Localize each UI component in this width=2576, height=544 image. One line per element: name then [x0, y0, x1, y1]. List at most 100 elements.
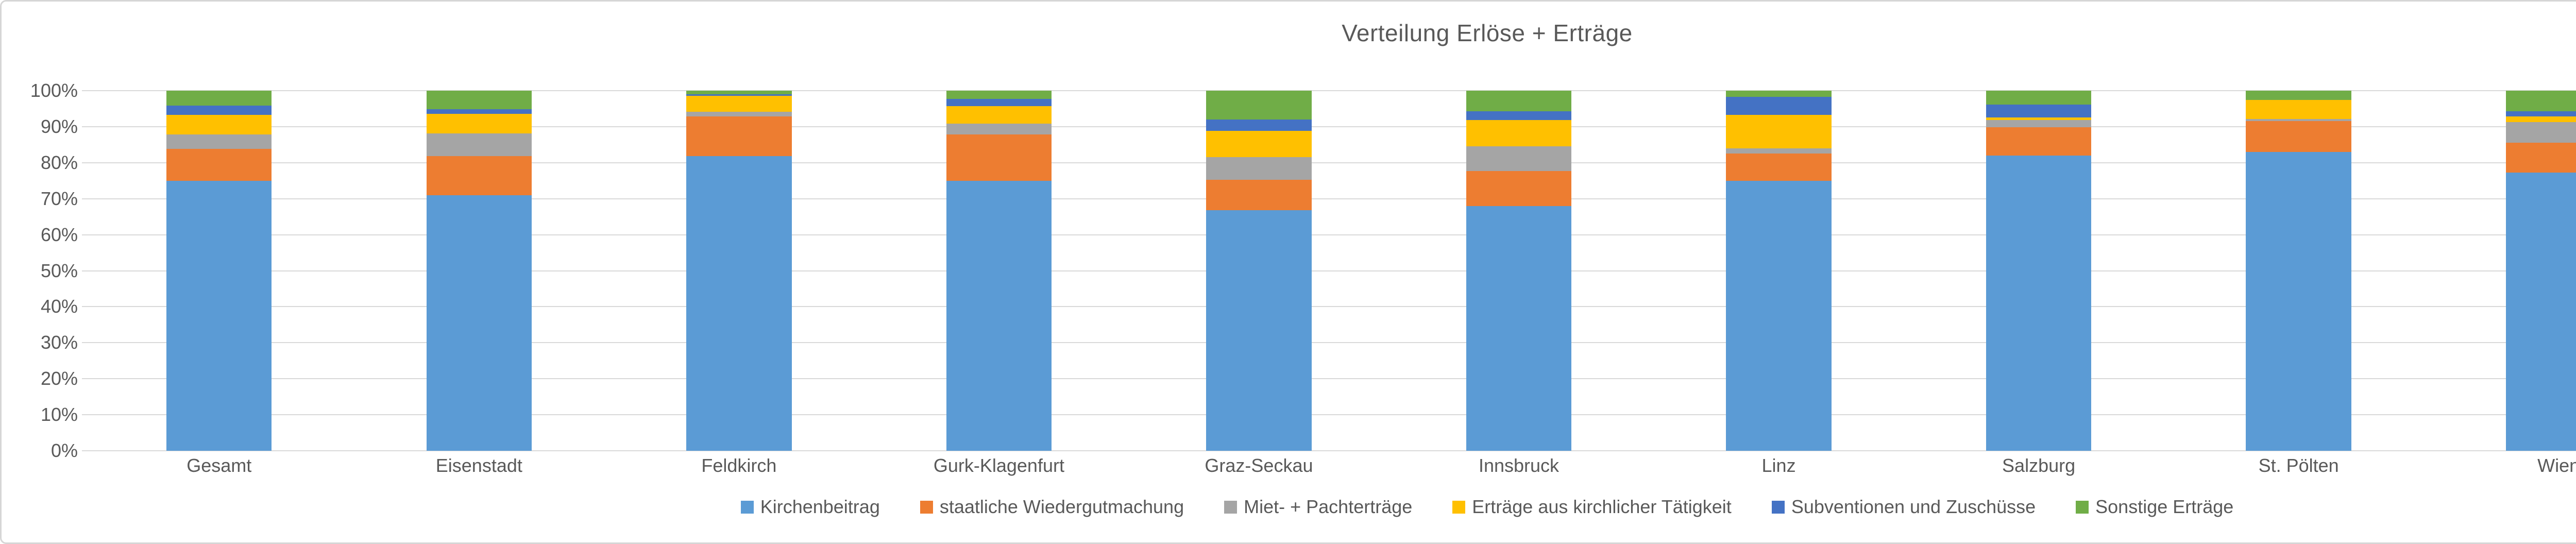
bar-segment[interactable] — [946, 106, 1052, 124]
bar-segment[interactable] — [946, 99, 1052, 107]
legend-label: staatliche Wiedergutmachung — [939, 496, 1184, 517]
bar-segment[interactable] — [166, 148, 272, 181]
bar-segment[interactable] — [1986, 117, 2092, 120]
bar-segment[interactable] — [1206, 130, 1312, 158]
bar-segment[interactable] — [2246, 91, 2351, 100]
bar-segment[interactable] — [686, 95, 792, 112]
bar-segment[interactable] — [686, 156, 792, 451]
stacked-bar[interactable] — [1726, 91, 1832, 451]
bar-segment[interactable] — [1986, 91, 2092, 105]
bar-segment[interactable] — [1206, 119, 1312, 131]
stacked-bar[interactable] — [1466, 91, 1572, 451]
bar-segment[interactable] — [1206, 210, 1312, 451]
stacked-bar[interactable] — [1206, 91, 1312, 451]
stacked-bar[interactable] — [946, 91, 1052, 451]
legend-item[interactable]: Miet- + Pachterträge — [1224, 496, 1412, 518]
bar-segment[interactable] — [1986, 104, 2092, 117]
stacked-bar[interactable] — [686, 91, 792, 451]
bar-segment[interactable] — [1726, 96, 1832, 115]
bar-segment[interactable] — [1466, 120, 1572, 147]
stacked-bar[interactable] — [2246, 91, 2351, 451]
bar-segment[interactable] — [686, 111, 792, 116]
bar-slot — [89, 91, 349, 451]
stacked-bar[interactable] — [426, 91, 532, 451]
bar-segment[interactable] — [166, 114, 272, 134]
bar-segment[interactable] — [946, 134, 1052, 181]
bar-segment[interactable] — [2506, 111, 2576, 117]
gridline — [89, 342, 2576, 344]
bar-segment[interactable] — [1986, 155, 2092, 451]
stacked-bar[interactable] — [1986, 91, 2092, 451]
stacked-bar[interactable] — [166, 91, 272, 451]
bar-segment[interactable] — [1986, 120, 2092, 128]
bar-segment[interactable] — [1726, 91, 1832, 97]
bar-segment[interactable] — [426, 114, 532, 134]
y-axis-tick — [82, 306, 89, 308]
gridline — [89, 450, 2576, 451]
bars — [89, 91, 2576, 451]
y-axis-tick — [82, 198, 89, 199]
y-axis-tick — [82, 342, 89, 344]
bar-segment[interactable] — [1206, 91, 1312, 120]
bar-segment[interactable] — [426, 195, 532, 451]
bar-segment[interactable] — [686, 94, 792, 96]
y-axis-tick — [82, 414, 89, 416]
bar-segment[interactable] — [2246, 151, 2351, 451]
bar-segment[interactable] — [1466, 206, 1572, 451]
bar-segment[interactable] — [166, 105, 272, 115]
bar-segment[interactable] — [686, 91, 792, 95]
bar-segment[interactable] — [946, 91, 1052, 99]
bar-segment[interactable] — [2246, 118, 2351, 122]
x-axis-labels: Gesamt Eisenstadt Feldkirch Gurk-Klagenfurt… — [89, 455, 2576, 477]
legend-item[interactable]: staatliche Wiedergutmachung — [920, 496, 1184, 518]
bar-slot — [1129, 91, 1389, 451]
bar-segment[interactable] — [2506, 142, 2576, 173]
bar-segment[interactable] — [166, 134, 272, 149]
bar-segment[interactable] — [1726, 153, 1832, 181]
bar-segment[interactable] — [426, 133, 532, 156]
category-label: Linz — [1761, 455, 1796, 476]
y-axis-tick — [82, 450, 89, 451]
gridline — [89, 270, 2576, 271]
bar-segment[interactable] — [2246, 121, 2351, 152]
legend-item[interactable]: Subventionen und Zuschüsse — [1771, 496, 2036, 518]
bar-segment[interactable] — [1726, 148, 1832, 154]
y-tick-label: 10% — [40, 404, 78, 426]
bar-segment[interactable] — [1466, 91, 1572, 111]
y-axis-tick — [82, 234, 89, 235]
legend-item[interactable]: Sonstige Erträge — [2076, 496, 2233, 518]
bar-segment[interactable] — [2506, 122, 2576, 143]
y-axis-tick — [82, 126, 89, 127]
legend-item[interactable]: Kirchenbeitrag — [740, 496, 880, 518]
bar-segment[interactable] — [426, 109, 532, 114]
bar-segment[interactable] — [1466, 146, 1572, 171]
bar-segment[interactable] — [2506, 172, 2576, 451]
gridline — [89, 306, 2576, 308]
category-label: Graz-Seckau — [1205, 455, 1313, 476]
bar-segment[interactable] — [1726, 114, 1832, 148]
bar-segment[interactable] — [1466, 111, 1572, 121]
bar-segment[interactable] — [1726, 181, 1832, 451]
bar-segment[interactable] — [686, 116, 792, 157]
y-tick-label: 40% — [40, 296, 78, 317]
bar-segment[interactable] — [2506, 116, 2576, 122]
bar-segment[interactable] — [2246, 99, 2351, 119]
bar-segment[interactable] — [1206, 180, 1312, 211]
bar-segment[interactable] — [1466, 171, 1572, 207]
bar-segment[interactable] — [426, 156, 532, 195]
bar-slot — [1909, 91, 2169, 451]
bar-segment[interactable] — [426, 91, 532, 109]
bar-slot — [349, 91, 609, 451]
gridline — [89, 234, 2576, 235]
bar-segment[interactable] — [166, 91, 272, 106]
bar-segment[interactable] — [1206, 157, 1312, 180]
bar-segment[interactable] — [946, 124, 1052, 135]
bar-segment[interactable] — [1986, 127, 2092, 156]
stacked-bar[interactable] — [2506, 91, 2576, 451]
bar-segment[interactable] — [166, 180, 272, 451]
bar-segment[interactable] — [946, 180, 1052, 451]
category-label: Gurk-Klagenfurt — [933, 455, 1064, 476]
legend-item[interactable]: Erträge aus kirchlicher Tätigkeit — [1452, 496, 1732, 518]
bar-segment[interactable] — [2506, 91, 2576, 111]
